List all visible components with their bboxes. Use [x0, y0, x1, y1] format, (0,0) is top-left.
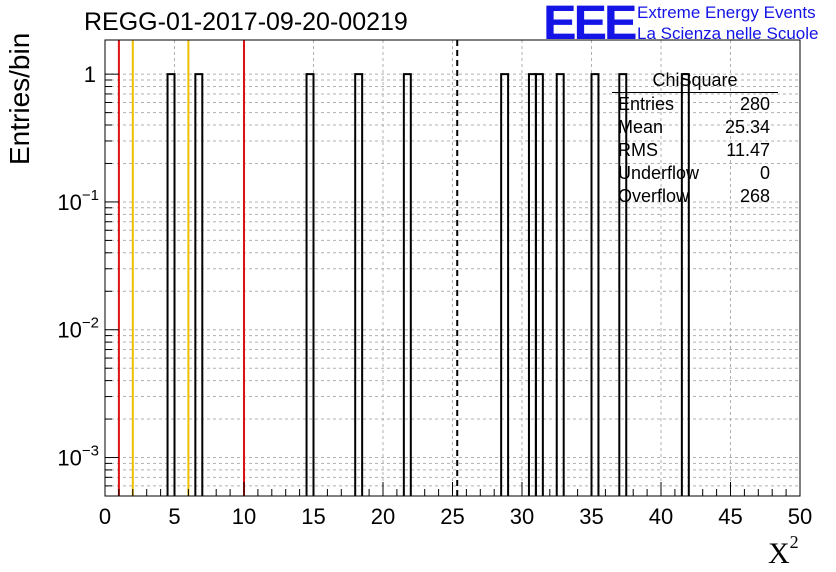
histogram-bar — [500, 73, 510, 496]
histogram-bar — [590, 73, 600, 496]
y-tick-label: 10−2 — [57, 315, 99, 343]
stats-row-underflow: Underflow 0 — [612, 162, 778, 185]
x-tick-label: 35 — [579, 504, 603, 529]
stats-row-rms: RMS 11.47 — [612, 139, 778, 162]
x-tick-label: 25 — [440, 504, 464, 529]
stats-value: 25.34 — [724, 117, 770, 137]
logo-line-1: Extreme Energy Events — [637, 3, 816, 22]
histogram-bar — [354, 73, 364, 496]
stats-title: ChiSquare — [612, 68, 778, 93]
y-axis-label: Entries/bin — [4, 32, 35, 165]
histogram-bar — [194, 73, 204, 496]
histogram-bar — [527, 73, 537, 496]
stats-label: Mean — [618, 117, 664, 137]
eee-logo: EEE — [543, 0, 638, 50]
logo-line-2: La Scienza nelle Scuole — [637, 24, 819, 43]
x-tick-label: 20 — [371, 504, 395, 529]
stats-value: 280 — [739, 94, 770, 114]
y-tick-label: 10−3 — [57, 443, 99, 471]
y-tick-label: 10−1 — [57, 187, 99, 215]
stats-value: 11.47 — [726, 140, 770, 160]
y-tick-exponent: −1 — [82, 187, 99, 204]
stats-row-entries: Entries 280 — [612, 93, 778, 116]
stats-box: ChiSquare Entries 280 Mean 25.34 RMS 11.… — [612, 68, 778, 208]
x-axis-label-base: X — [768, 537, 790, 570]
reference-lines — [117, 40, 459, 496]
chart-title: REGG-01-2017-09-20-00219 — [84, 8, 408, 36]
histogram-bar — [555, 73, 565, 496]
stats-label: RMS — [618, 140, 658, 160]
stats-row-mean: Mean 25.34 — [612, 116, 778, 139]
stats-label: Overflow — [618, 186, 690, 206]
x-axis-label: X2 — [768, 532, 799, 571]
x-tick-label: 15 — [301, 504, 325, 529]
x-tick-label: 0 — [99, 504, 111, 529]
histogram-bar — [166, 73, 176, 496]
stats-row-overflow: Overflow 268 — [612, 185, 778, 208]
x-tick-label: 40 — [649, 504, 673, 529]
x-tick-label: 50 — [788, 504, 812, 529]
y-tick-base: 10 — [57, 318, 81, 343]
histogram-bars — [166, 73, 690, 496]
stats-label: Entries — [618, 94, 675, 114]
x-tick-label: 10 — [232, 504, 256, 529]
y-tick-base: 10 — [57, 190, 81, 215]
x-tick-label: 45 — [718, 504, 742, 529]
y-tick-exponent: −2 — [82, 315, 99, 332]
y-tick-exponent: −3 — [82, 443, 99, 460]
y-tick-label: 1 — [84, 62, 96, 87]
x-tick-label: 5 — [168, 504, 180, 529]
histogram-bar — [680, 73, 690, 496]
stats-value: 268 — [739, 186, 770, 206]
histogram-bar — [534, 73, 544, 496]
histogram-bar — [402, 73, 412, 496]
stats-value: 0 — [759, 163, 770, 183]
stats-label: Underflow — [618, 163, 700, 183]
x-axis-label-exponent: 2 — [789, 532, 799, 552]
y-tick-base: 10 — [57, 446, 81, 471]
grid-layer — [105, 40, 800, 496]
histogram-bar — [305, 73, 315, 496]
x-tick-label: 30 — [510, 504, 534, 529]
histogram-bar — [618, 73, 628, 496]
